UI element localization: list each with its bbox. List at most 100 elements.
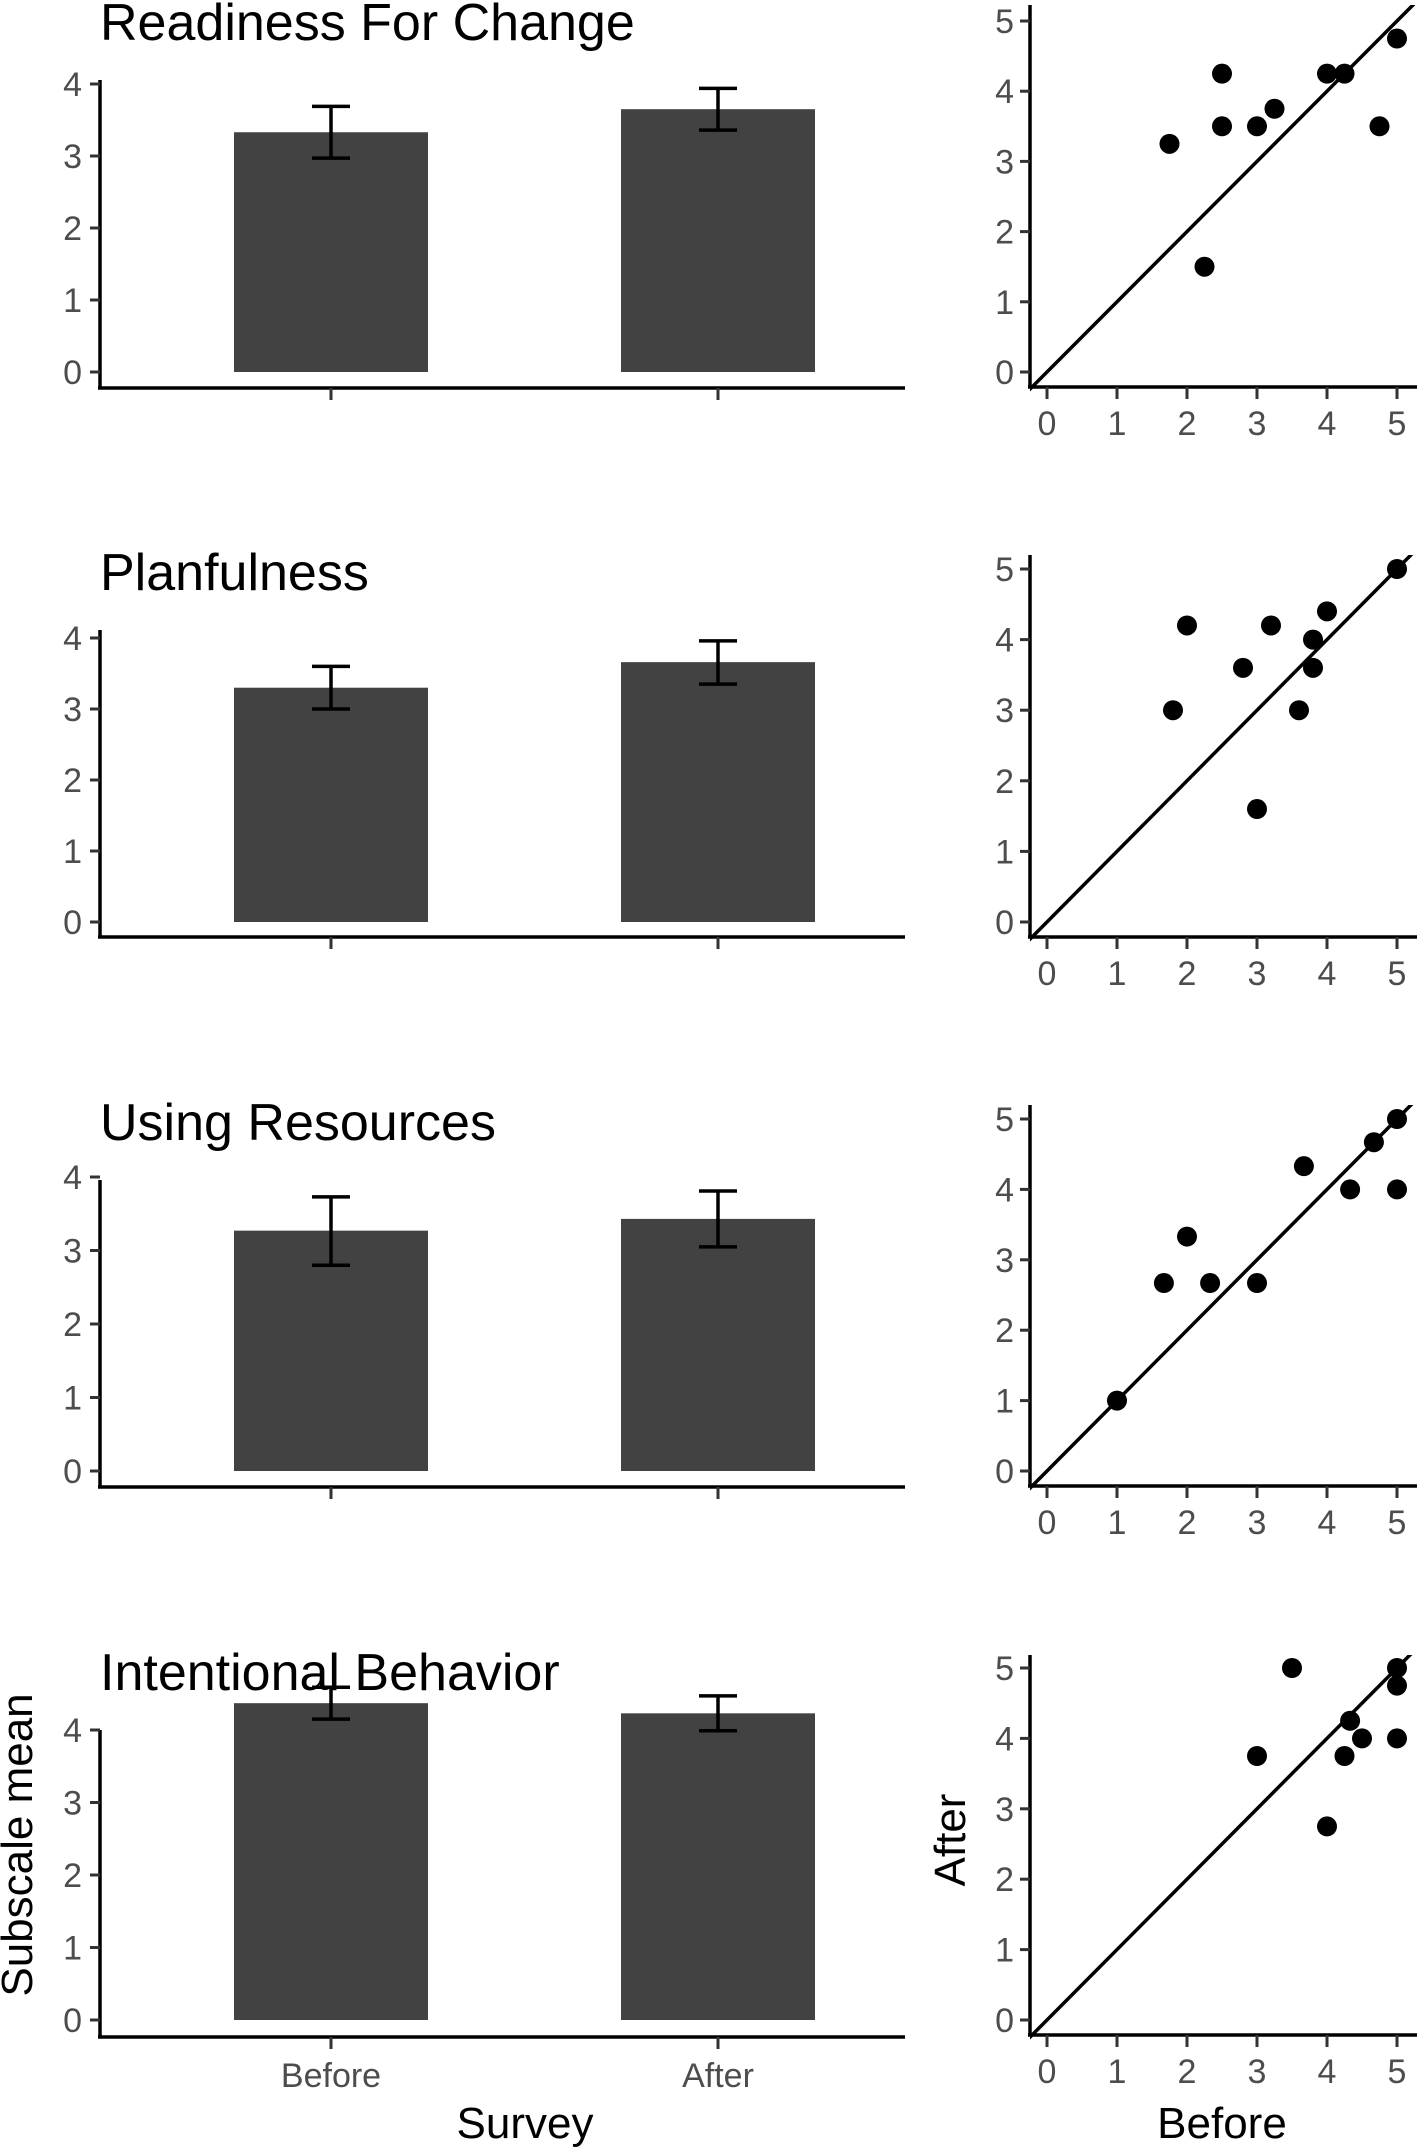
scatter-x-tick-label: 0 [1038, 955, 1057, 993]
scatter-x-tick-label: 5 [1388, 955, 1407, 993]
y-tick-label: 3 [63, 691, 82, 729]
y-tick-label: 2 [63, 1306, 82, 1344]
chart-title: Planfulness [100, 544, 369, 602]
scatter-plot: 00 1 1 2 2 3 3 4 4 5 5 [995, 1101, 1417, 1542]
y-tick-label: 3 [63, 1233, 82, 1271]
y-tick-label: 1 [63, 1930, 82, 1968]
scatter-point [1387, 1658, 1407, 1678]
scatter-x-tick-label: 1 [1108, 955, 1127, 993]
y-tick-label: 1 [63, 833, 82, 871]
scatter-point [1212, 116, 1232, 137]
identity-line [1030, 555, 1414, 942]
scatter-point [1261, 615, 1281, 636]
scatter-y-tick-label: 3 [995, 143, 1014, 181]
scatter-y-tick-label: 2 [995, 1312, 1014, 1350]
scatter-point [1387, 1179, 1407, 1200]
scatter-point [1293, 1156, 1314, 1177]
identity-line [1030, 5, 1416, 392]
bar-chart: 0 1 2 3 4 [63, 66, 905, 400]
scatter-point [1200, 1273, 1221, 1294]
scatter-point [1212, 63, 1232, 84]
scatter-x-axis-title: Before [1157, 2099, 1287, 2148]
scatter-y-tick-label: 0 [995, 2002, 1014, 2040]
scatter-y-tick-label: 5 [995, 551, 1014, 589]
scatter-y-tick-label: 4 [995, 1720, 1014, 1758]
y-tick-label: 0 [63, 354, 82, 392]
scatter-point [1387, 28, 1407, 49]
bar-chart: 0 1 2 3 4 [63, 1159, 905, 1499]
scatter-plot: 00 1 1 2 2 3 3 4 4 5 5 Before After [926, 1650, 1417, 2148]
bar-chart: 0 1 2 3 4 Before After Survey Subscale mean [0, 1685, 905, 2148]
scatter-y-tick-label: 5 [995, 3, 1014, 41]
scatter-x-tick-label: 3 [1248, 1504, 1267, 1542]
scatter-plot: 00 1 1 2 2 3 3 4 4 5 5 [995, 3, 1417, 443]
scatter-x-tick-label: 2 [1178, 2053, 1197, 2091]
bar-after [621, 1218, 815, 1471]
scatter-y-axis-title: After [926, 1794, 975, 1887]
scatter-y-tick-label: 5 [995, 1101, 1014, 1139]
scatter-y-tick-label: 0 [995, 354, 1014, 392]
scatter-x-tick-label: 4 [1318, 955, 1337, 993]
scatter-x-tick-label: 1 [1108, 2053, 1127, 2091]
scatter-point [1282, 1658, 1302, 1678]
scatter-y-tick-label: 1 [995, 1932, 1014, 1970]
identity-line [1030, 1105, 1414, 1491]
scatter-point [1303, 657, 1323, 678]
scatter-x-tick-label: 1 [1108, 1504, 1127, 1542]
scatter-point [1352, 1728, 1372, 1749]
y-tick-label: 3 [63, 1785, 82, 1823]
y-tick-label: 0 [63, 2002, 82, 2040]
scatter-x-tick-label: 2 [1178, 405, 1197, 443]
scatter-point [1247, 1746, 1267, 1766]
scatter-x-tick-label: 3 [1248, 955, 1267, 993]
scatter-x-tick-label: 4 [1318, 1504, 1337, 1542]
scatter-point [1177, 1226, 1197, 1247]
scatter-y-tick-label: 0 [995, 904, 1014, 942]
identity-line [1030, 1655, 1413, 2040]
scatter-point [1163, 700, 1183, 721]
scatter-point [1177, 615, 1197, 636]
scatter-point [1247, 799, 1267, 820]
scatter-point [1387, 559, 1407, 579]
scatter-point [1317, 63, 1337, 84]
scatter-point [1247, 116, 1267, 137]
scatter-point [1334, 1746, 1355, 1766]
scatter-point [1340, 1710, 1361, 1731]
scatter-x-tick-label: 3 [1248, 2053, 1267, 2091]
scatter-y-tick-label: 1 [995, 833, 1014, 871]
bar-before [234, 132, 428, 372]
chart-title: Readiness For Change [100, 0, 635, 52]
bar-after [621, 662, 815, 922]
y-tick-label: 0 [63, 1453, 82, 1491]
scatter-x-tick-label: 0 [1038, 2053, 1057, 2091]
scatter-x-tick-label: 0 [1038, 405, 1057, 443]
y-tick-label: 4 [63, 66, 82, 104]
scatter-point [1387, 1109, 1407, 1129]
scatter-point [1387, 1728, 1407, 1749]
scatter-y-tick-label: 5 [995, 1650, 1014, 1688]
scatter-point [1317, 1816, 1337, 1837]
scatter-y-tick-label: 4 [995, 73, 1014, 111]
scatter-point [1107, 1390, 1127, 1411]
scatter-point [1303, 629, 1323, 650]
scatter-x-tick-label: 1 [1108, 405, 1127, 443]
y-tick-label: 2 [63, 762, 82, 800]
scatter-point [1289, 700, 1309, 721]
x-tick-label: Before [281, 2057, 381, 2095]
scatter-y-tick-label: 3 [995, 692, 1014, 730]
y-tick-label: 1 [63, 282, 82, 320]
bar-chart: 0 1 2 3 4 [63, 620, 905, 949]
scatter-point [1317, 601, 1337, 622]
x-tick-label: After [682, 2057, 754, 2095]
scatter-point [1369, 116, 1390, 137]
chart-title: Using Resources [100, 1094, 496, 1152]
scatter-y-tick-label: 1 [995, 1383, 1014, 1421]
scatter-point [1159, 133, 1180, 154]
bar-before [234, 687, 428, 922]
bar-after [621, 109, 815, 372]
